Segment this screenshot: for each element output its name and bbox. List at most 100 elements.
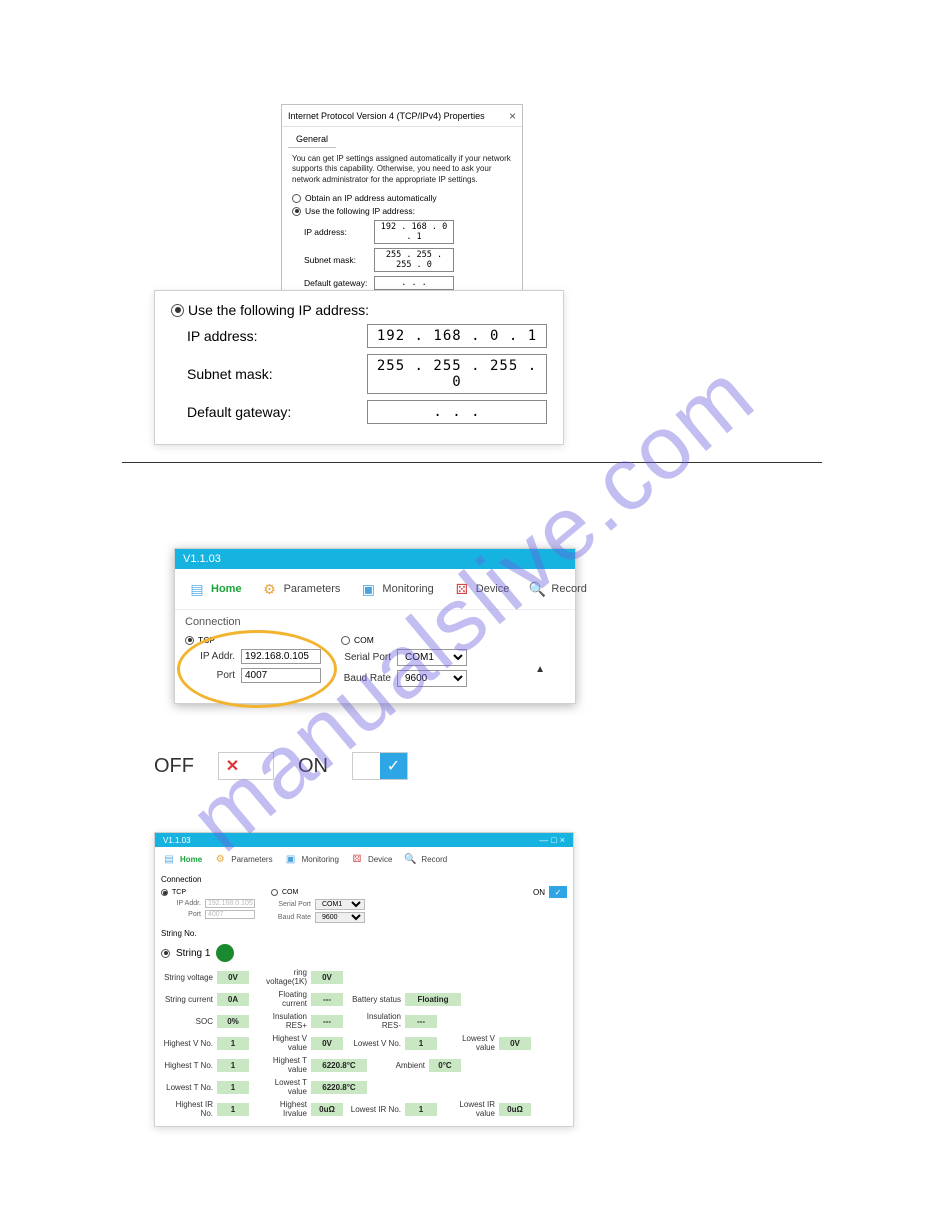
string-no-label: String No. [161, 929, 567, 938]
toolbar-home[interactable]: ▤ Home [179, 575, 250, 603]
gateway-input[interactable]: . . . [367, 400, 547, 424]
ip-address-field: IP address: 192 . 168 . 0 . 1 [304, 220, 512, 244]
field-label: Subnet mask: [187, 366, 367, 382]
close-icon[interactable]: × [509, 109, 516, 123]
data-label: Highest T No. [161, 1061, 217, 1070]
radio-use-following[interactable]: Use the following IP address: [292, 206, 512, 216]
parameters-icon: ⚙ [213, 852, 227, 866]
window-controls: — □ × [539, 835, 565, 845]
radio-tcp[interactable]: TCP [161, 889, 255, 896]
toolbar-label: Monitoring [302, 855, 339, 864]
radio-label: Obtain an IP address automatically [305, 193, 437, 203]
check-icon: ✓ [380, 753, 407, 779]
divider [122, 462, 822, 463]
toolbar-home[interactable]: ▤ Home [157, 850, 207, 868]
device-icon: ⚄ [350, 852, 364, 866]
port-field: Port [185, 668, 321, 683]
toolbar-record[interactable]: 🔍 Record [519, 575, 594, 603]
data-value: 0uΩ [311, 1103, 343, 1116]
data-label: Battery status [349, 995, 405, 1004]
port-input[interactable]: 4007 [205, 910, 255, 919]
radio-tcp[interactable]: TCP [185, 635, 321, 645]
data-label: Ambient [373, 1061, 429, 1070]
data-value: 1 [217, 1037, 249, 1050]
radio-icon [161, 889, 168, 896]
on-toggle[interactable]: ✓ [352, 752, 408, 780]
connection-label: Connection [185, 616, 565, 628]
home-icon: ▤ [162, 852, 176, 866]
scroll-arrow-icon[interactable]: ▲ [535, 664, 545, 675]
radio-com[interactable]: COM [271, 889, 365, 896]
field-label: Baud Rate [341, 673, 391, 684]
toolbar-record[interactable]: 🔍 Record [398, 850, 452, 868]
toggle-space [353, 753, 380, 779]
ipv4-dialog: Internet Protocol Version 4 (TCP/IPv4) P… [281, 104, 523, 317]
toolbar-monitoring[interactable]: ▣ Monitoring [350, 575, 441, 603]
data-row: Lowest T No.1Lowest T value6220.8°C [161, 1078, 567, 1096]
port-input[interactable] [241, 668, 321, 683]
data-label: ring voltage(1K) [255, 968, 311, 986]
baud-rate-select[interactable]: 9600 [315, 912, 365, 923]
minimize-icon[interactable]: — [539, 835, 548, 845]
off-toggle[interactable]: ✕ [218, 752, 274, 780]
data-label: Lowest V value [443, 1034, 499, 1052]
data-label: Lowest T value [255, 1078, 311, 1096]
toolbar-parameters[interactable]: ⚙ Parameters [208, 850, 277, 868]
data-label: Highest V No. [161, 1039, 217, 1048]
data-value: 6220.8°C [311, 1059, 367, 1072]
subnet-input[interactable]: 255 . 255 . 255 . 0 [374, 248, 454, 272]
toolbar-monitoring[interactable]: ▣ Monitoring [279, 850, 344, 868]
baud-rate-field: Baud Rate 9600 [271, 912, 365, 923]
ip-input[interactable]: 192 . 168 . 0 . 1 [367, 324, 547, 348]
on-toggle[interactable]: ON ✓ [533, 886, 567, 898]
ip-enlarged-panel: Use the following IP address: IP address… [154, 290, 564, 445]
off-label: OFF [154, 755, 194, 778]
tab-general[interactable]: General [288, 131, 336, 148]
data-label: Highest V value [255, 1034, 311, 1052]
toolbar-label: Record [551, 583, 586, 595]
field-label: Serial Port [271, 901, 311, 908]
data-label: Insulation RES+ [255, 1012, 311, 1030]
toolbar-label: Home [180, 855, 202, 864]
string-selector[interactable]: String 1 [161, 944, 567, 962]
subnet-field: Subnet mask: 255 . 255 . 255 . 0 [187, 354, 547, 394]
gateway-input[interactable]: . . . [374, 276, 454, 290]
ip-addr-input[interactable] [241, 649, 321, 664]
baud-rate-field: Baud Rate 9600 [341, 670, 467, 687]
maximize-icon[interactable]: □ [551, 835, 556, 845]
serial-port-field: Serial Port COM1 [341, 649, 467, 666]
data-value: 0V [311, 971, 343, 984]
serial-port-select[interactable]: COM1 [397, 649, 467, 666]
field-label: IP Addr. [185, 651, 235, 662]
data-value: --- [405, 1015, 437, 1028]
field-label: Default gateway: [187, 404, 367, 420]
app-window-data: V1.1.03 — □ × ▤ Home ⚙ Parameters ▣ Moni… [154, 832, 574, 1127]
data-label: Lowest IR value [443, 1100, 499, 1118]
toolbar-label: Monitoring [382, 583, 433, 595]
toolbar-parameters[interactable]: ⚙ Parameters [252, 575, 349, 603]
toolbar-label: Home [211, 583, 242, 595]
data-label: String voltage [161, 973, 217, 982]
radio-obtain-auto[interactable]: Obtain an IP address automatically [292, 193, 512, 203]
close-icon[interactable]: × [560, 835, 565, 845]
data-value: 0V [311, 1037, 343, 1050]
radio-use-following[interactable]: Use the following IP address: [171, 302, 547, 318]
data-row: Highest T No.1Highest T value6220.8°CAmb… [161, 1056, 567, 1074]
serial-port-select[interactable]: COM1 [315, 899, 365, 910]
string-label: String 1 [176, 948, 210, 959]
ipv4-description: You can get IP settings assigned automat… [292, 154, 512, 185]
toolbar-device[interactable]: ⚄ Device [444, 575, 518, 603]
subnet-input[interactable]: 255 . 255 . 255 . 0 [367, 354, 547, 394]
ip-addr-field: IP Addr. [185, 649, 321, 664]
toolbar-label: Parameters [231, 855, 272, 864]
baud-rate-select[interactable]: 9600 [397, 670, 467, 687]
data-value: 1 [405, 1103, 437, 1116]
data-value: 1 [217, 1103, 249, 1116]
radio-icon [292, 207, 301, 216]
ip-addr-input[interactable]: 192.168.0.105 [205, 899, 255, 908]
ip-input[interactable]: 192 . 168 . 0 . 1 [374, 220, 454, 244]
toolbar-device[interactable]: ⚄ Device [345, 850, 397, 868]
data-label: Highest IR No. [161, 1100, 217, 1118]
ipv4-titlebar: Internet Protocol Version 4 (TCP/IPv4) P… [282, 105, 522, 127]
radio-com[interactable]: COM [341, 635, 467, 645]
